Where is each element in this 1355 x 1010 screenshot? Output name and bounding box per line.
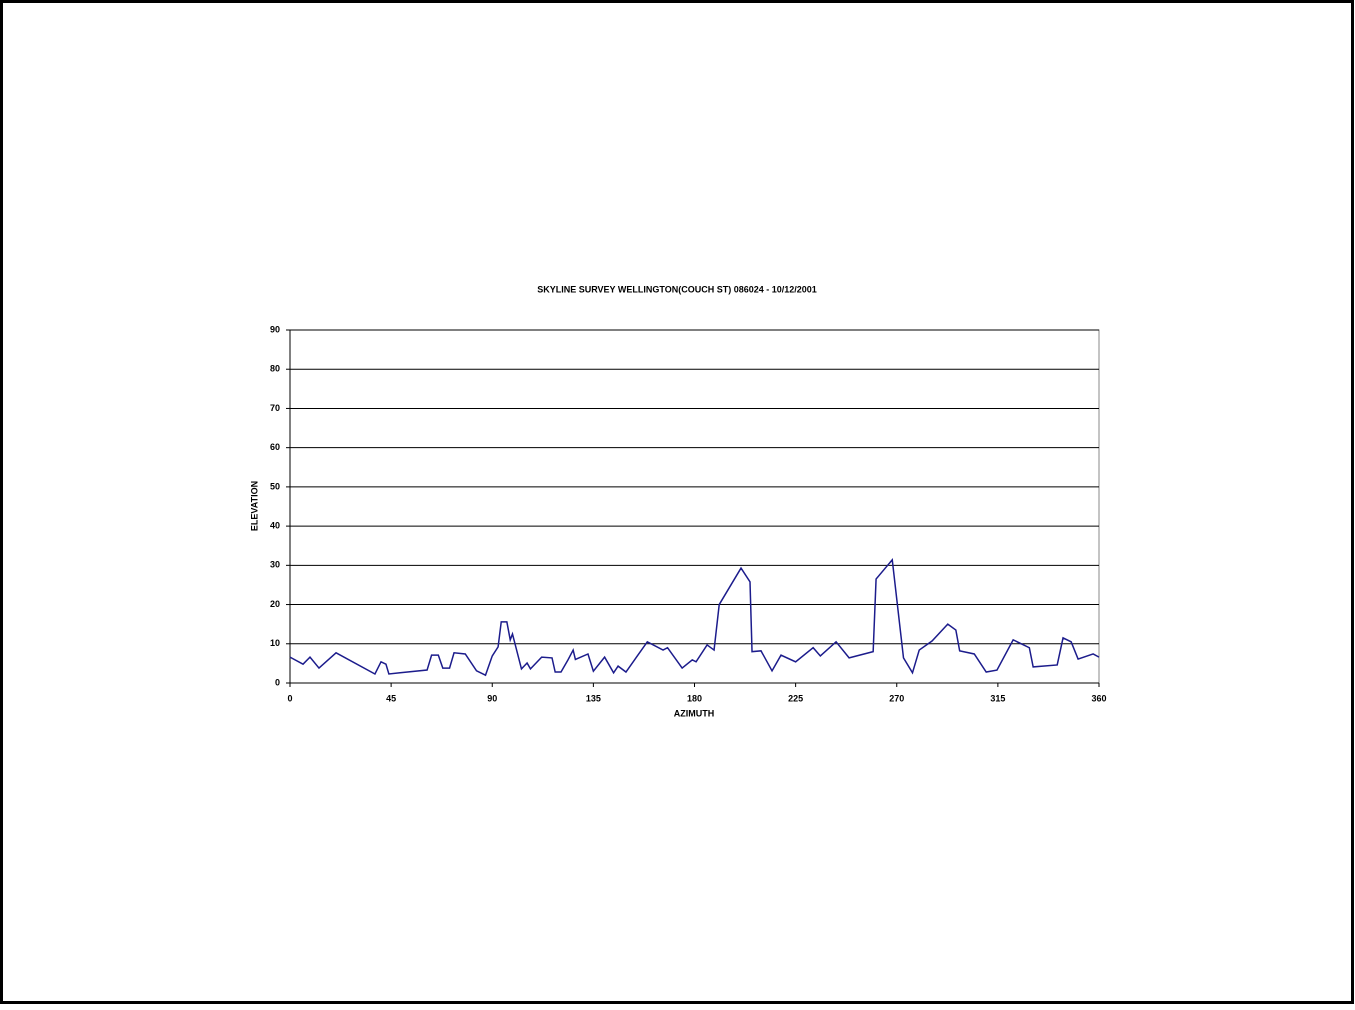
y-tick-label: 70 bbox=[270, 403, 280, 413]
x-tick-label: 270 bbox=[889, 693, 904, 703]
y-tick-label: 0 bbox=[275, 677, 280, 687]
y-tick-label: 20 bbox=[270, 599, 280, 609]
x-tick-label: 360 bbox=[1091, 693, 1106, 703]
x-tick-label: 180 bbox=[687, 693, 702, 703]
x-tick-label: 225 bbox=[788, 693, 803, 703]
y-tick-label: 80 bbox=[270, 364, 280, 374]
x-tick-label: 0 bbox=[287, 693, 292, 703]
x-axis-label: AZIMUTH bbox=[674, 708, 715, 718]
plot-area bbox=[289, 329, 1100, 684]
x-tick-label: 135 bbox=[586, 693, 601, 703]
y-tick-label: 40 bbox=[270, 520, 280, 530]
y-axis-label: ELEVATION bbox=[249, 481, 259, 531]
x-tick-label: 315 bbox=[990, 693, 1005, 703]
y-tick-label: 90 bbox=[270, 324, 280, 334]
y-tick-label: 60 bbox=[270, 442, 280, 452]
y-tick-label: 30 bbox=[270, 560, 280, 570]
x-tick-label: 90 bbox=[487, 693, 497, 703]
data-line bbox=[289, 558, 1100, 677]
y-tick-label: 10 bbox=[270, 638, 280, 648]
x-tick-label: 45 bbox=[386, 693, 396, 703]
chart-title: SKYLINE SURVEY WELLINGTON(COUCH ST) 0860… bbox=[537, 284, 817, 294]
y-tick-label: 50 bbox=[270, 481, 280, 491]
